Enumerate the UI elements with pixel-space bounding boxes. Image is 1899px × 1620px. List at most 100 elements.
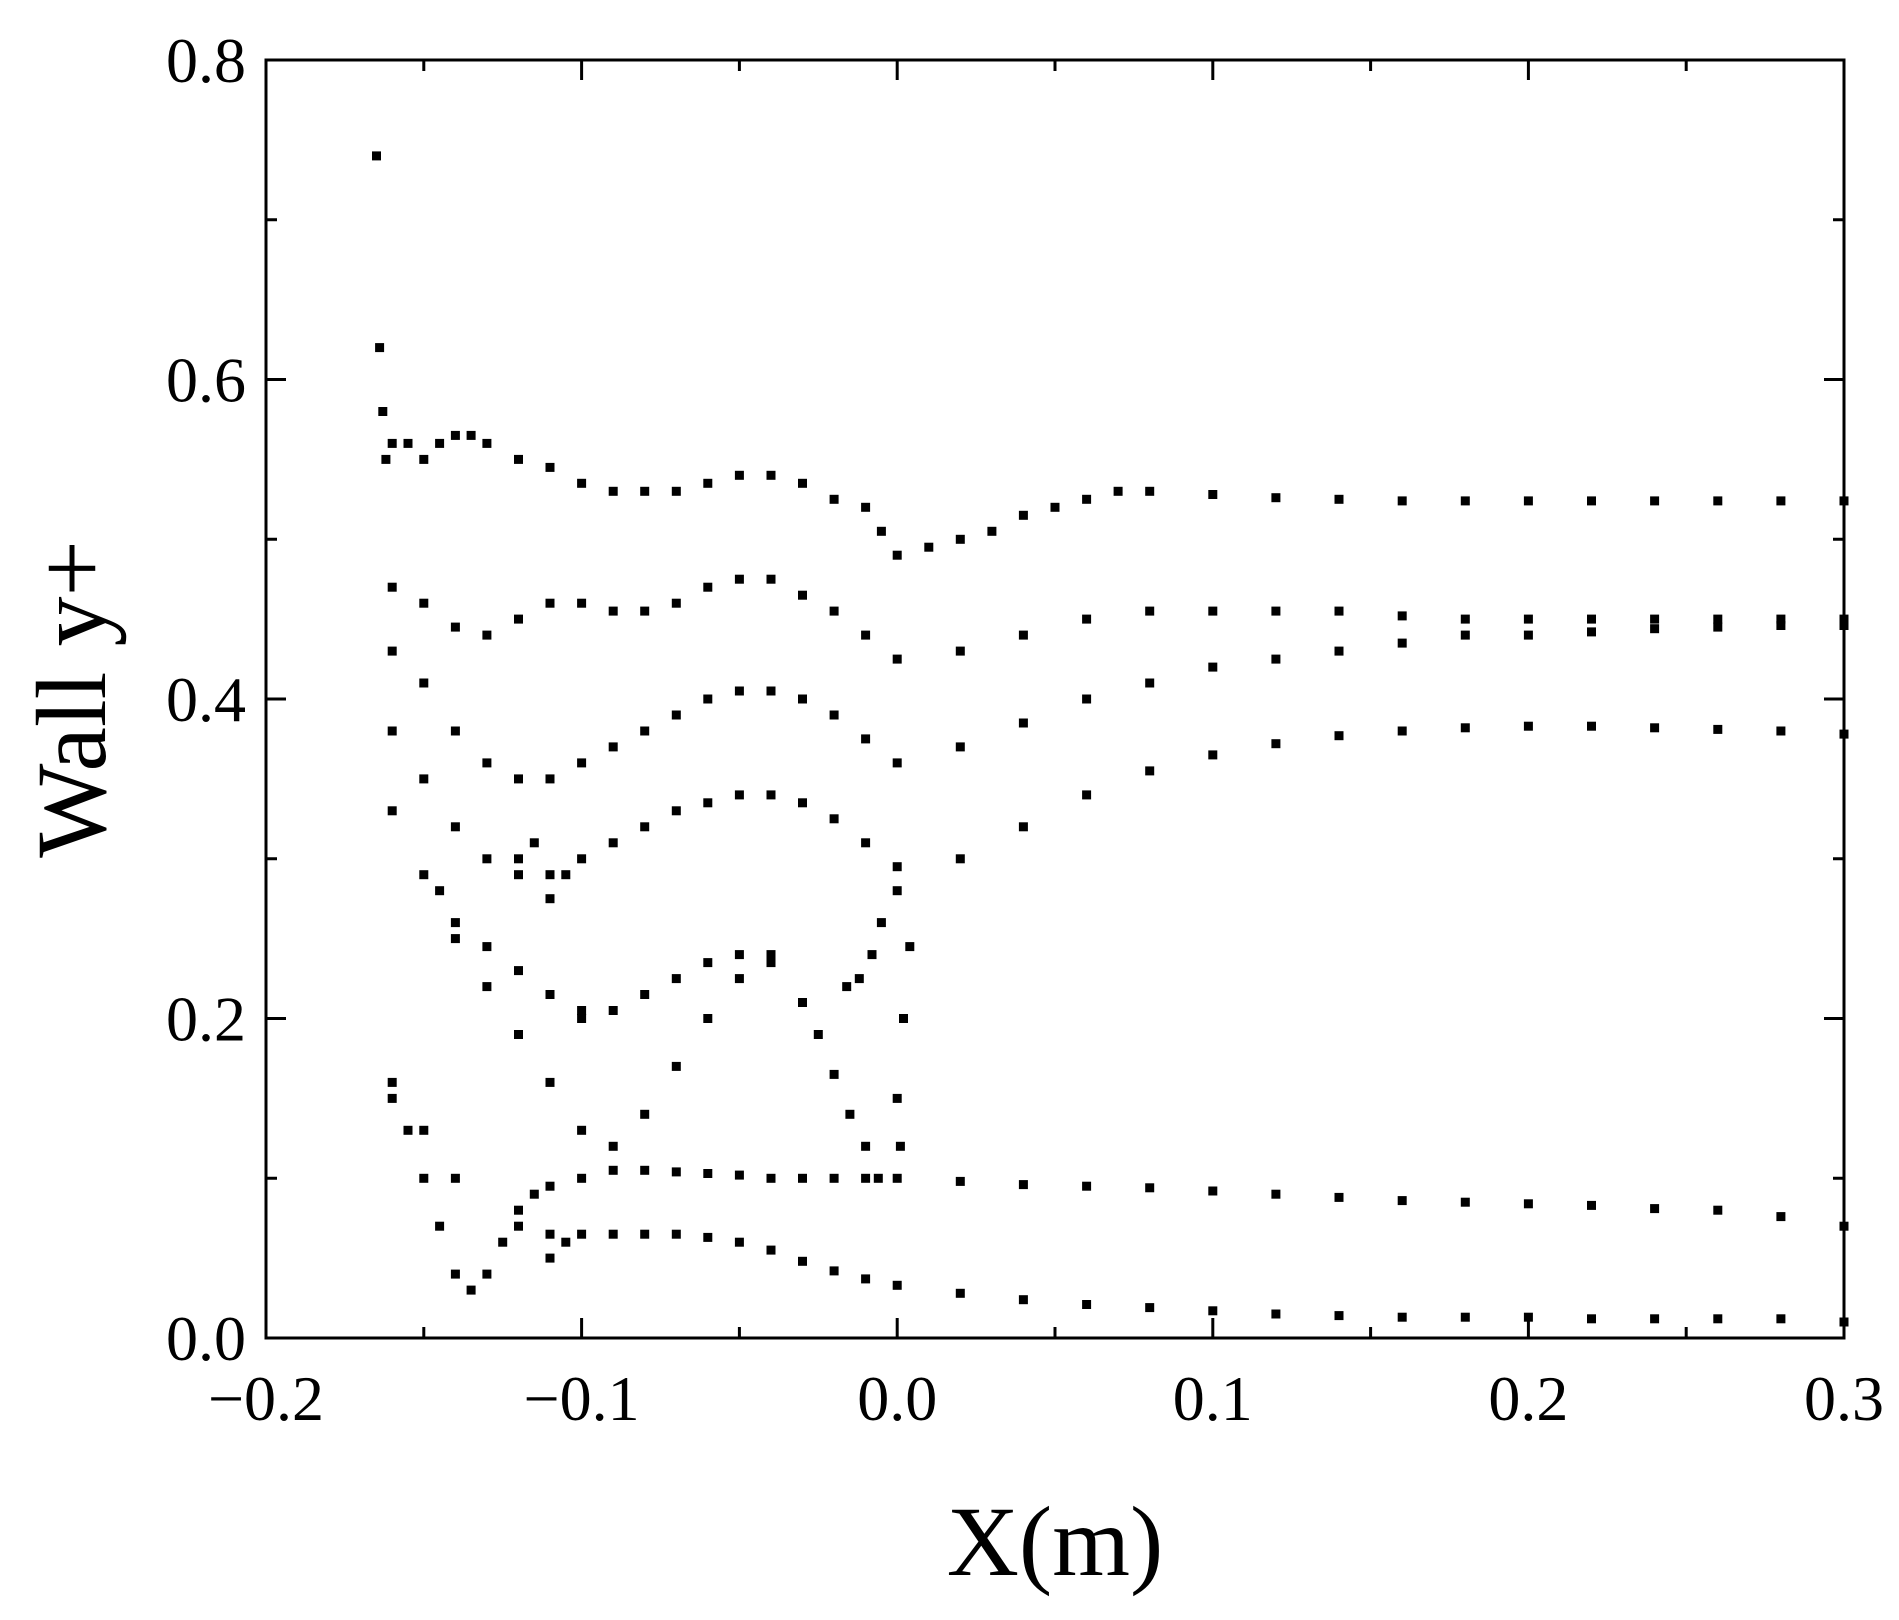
- data-point: [608, 838, 618, 848]
- data-point: [829, 814, 839, 824]
- data-point: [1650, 496, 1660, 506]
- data-point: [545, 1229, 555, 1239]
- data-point: [450, 726, 460, 736]
- data-point: [892, 654, 902, 664]
- data-point: [640, 486, 650, 496]
- data-point: [1334, 731, 1344, 741]
- data-point: [577, 478, 587, 488]
- data-point: [1587, 1200, 1596, 1210]
- data-point: [450, 934, 460, 944]
- data-point: [845, 1109, 855, 1119]
- data-point: [1460, 1312, 1470, 1322]
- data-point: [703, 694, 713, 704]
- x-tick-label: 0.0: [857, 1363, 937, 1434]
- data-point: [1776, 614, 1786, 624]
- data-point: [514, 966, 523, 976]
- data-point: [1018, 718, 1028, 728]
- data-point: [1018, 630, 1028, 640]
- data-point: [1208, 750, 1218, 760]
- data-point: [734, 1170, 744, 1180]
- data-point: [640, 1165, 650, 1175]
- data-point: [640, 1109, 650, 1119]
- data-point: [387, 726, 397, 736]
- data-point: [1523, 630, 1533, 640]
- data-point: [419, 1125, 429, 1135]
- data-point: [1271, 1309, 1281, 1319]
- data-point: [734, 470, 744, 480]
- data-point: [640, 990, 650, 999]
- data-point: [861, 1173, 871, 1183]
- data-point: [1145, 1303, 1155, 1313]
- data-point: [387, 438, 397, 448]
- data-point: [861, 1274, 871, 1284]
- data-point: [1208, 662, 1218, 672]
- data-point: [608, 606, 618, 616]
- data-point: [403, 1125, 413, 1135]
- data-point: [798, 798, 807, 808]
- data-point: [1018, 510, 1028, 520]
- data-point: [498, 1237, 508, 1247]
- data-point: [1460, 496, 1470, 506]
- data-point: [545, 774, 555, 784]
- data-point: [671, 486, 681, 496]
- data-point: [734, 950, 744, 960]
- data-point: [734, 790, 744, 800]
- data-point: [1397, 611, 1407, 621]
- x-tick-label: 0.2: [1488, 1363, 1568, 1434]
- data-point: [829, 710, 839, 720]
- data-point: [514, 854, 523, 864]
- data-point: [1460, 630, 1470, 640]
- data-point: [1650, 1204, 1660, 1214]
- data-point: [955, 534, 965, 544]
- data-point: [1208, 1306, 1218, 1316]
- data-point: [435, 1221, 445, 1231]
- data-point: [577, 758, 587, 768]
- data-point: [545, 1077, 555, 1087]
- data-point: [1713, 1205, 1723, 1215]
- data-point: [435, 886, 445, 896]
- data-point: [1650, 1314, 1660, 1324]
- data-point: [798, 478, 807, 488]
- data-point: [1713, 724, 1723, 734]
- data-point: [734, 1237, 744, 1247]
- data-point: [861, 1141, 871, 1151]
- data-point: [829, 606, 839, 616]
- data-point: [1334, 1192, 1344, 1202]
- data-point: [798, 1173, 807, 1183]
- x-tick-label: −0.1: [524, 1363, 640, 1434]
- data-point: [734, 974, 744, 984]
- data-point: [955, 646, 965, 656]
- data-point: [466, 1285, 476, 1295]
- data-point: [1145, 678, 1155, 688]
- data-point: [378, 407, 388, 416]
- data-point: [703, 1232, 713, 1242]
- data-point: [671, 806, 681, 816]
- data-point: [1050, 502, 1060, 512]
- data-point: [403, 438, 413, 448]
- data-point: [640, 822, 650, 832]
- data-point: [1018, 1180, 1028, 1190]
- data-point: [1082, 614, 1092, 624]
- data-point: [419, 870, 429, 880]
- data-point: [1713, 622, 1723, 632]
- data-point: [766, 950, 776, 960]
- data-point: [577, 1006, 587, 1015]
- data-point: [1776, 621, 1786, 630]
- data-point: [829, 494, 839, 504]
- data-point: [1145, 486, 1155, 496]
- data-point: [419, 454, 429, 464]
- data-point: [1713, 496, 1723, 506]
- data-point: [892, 1093, 902, 1103]
- data-point: [1397, 496, 1407, 506]
- data-point: [813, 1030, 823, 1039]
- data-point: [1271, 606, 1281, 616]
- data-point: [450, 622, 460, 632]
- data-point: [514, 454, 523, 464]
- data-point: [482, 1269, 492, 1279]
- data-point: [450, 430, 460, 440]
- data-point: [671, 974, 681, 984]
- data-point: [381, 454, 391, 464]
